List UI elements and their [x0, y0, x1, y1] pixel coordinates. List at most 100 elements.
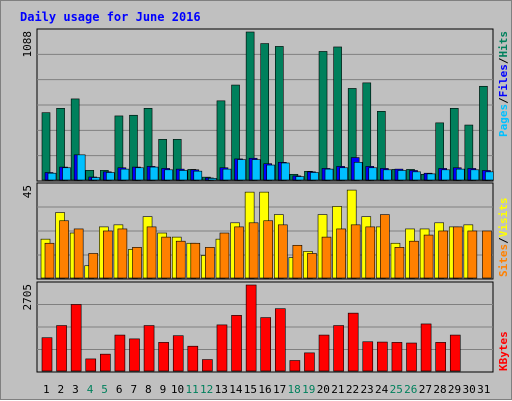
- day-label-25: 25: [390, 383, 403, 396]
- bar-pages-day-8: [149, 166, 159, 181]
- day-label-6: 6: [116, 383, 123, 396]
- day-label-17: 17: [273, 383, 286, 396]
- bar-sites-day-28: [438, 230, 448, 279]
- day-label-31: 31: [477, 383, 490, 396]
- day-label-19: 19: [302, 383, 315, 396]
- bar-kbytes-day-12: [202, 359, 213, 372]
- bar-pages-day-31: [485, 171, 494, 181]
- bar-hits-day-31: [479, 85, 488, 181]
- bar-pages-day-16: [266, 164, 276, 181]
- bar-pages-day-28: [441, 169, 450, 181]
- bar-kbytes-day-3: [70, 304, 82, 372]
- bar-pages-day-11: [193, 170, 203, 181]
- bar-sites-day-29: [452, 226, 463, 279]
- legend-hits-files-pages: Pages/Files/Hits: [497, 31, 510, 137]
- bar-pages-day-29: [455, 168, 465, 181]
- bar-sites-day-4: [88, 253, 99, 279]
- day-label-27: 27: [419, 383, 432, 396]
- bar-kbytes-day-4: [85, 358, 97, 372]
- bar-kbytes-day-15: [245, 284, 257, 372]
- chart-title: Daily usage for June 2016: [20, 10, 201, 24]
- y-max-label: 45: [21, 185, 34, 198]
- day-label-24: 24: [375, 383, 389, 396]
- bar-sites-day-8: [146, 226, 157, 279]
- day-label-10: 10: [171, 383, 184, 396]
- panel-visits-sites: 45: [21, 182, 494, 280]
- day-label-14: 14: [229, 383, 243, 396]
- bar-hits-day-20: [318, 51, 328, 181]
- bar-sites-day-21: [336, 228, 346, 279]
- bar-kbytes-day-25: [391, 342, 403, 372]
- bar-pages-day-12: [208, 178, 217, 181]
- panel-kbytes: 2705: [21, 281, 494, 373]
- bar-sites-day-22: [350, 224, 361, 279]
- bar-hits-day-21: [333, 46, 342, 181]
- bar-sites-day-26: [409, 240, 419, 279]
- day-label-12: 12: [200, 383, 213, 396]
- bar-kbytes-day-9: [158, 342, 169, 372]
- bar-kbytes-day-13: [216, 324, 228, 372]
- bar-kbytes-day-5: [100, 353, 111, 372]
- bar-sites-day-31: [482, 230, 492, 279]
- bar-kbytes-day-26: [406, 342, 417, 372]
- bar-kbytes-day-14: [231, 315, 242, 372]
- day-label-28: 28: [433, 383, 446, 396]
- legend-kbytes: KBytes: [497, 331, 510, 371]
- bar-pages-day-30: [470, 169, 480, 181]
- day-label-4: 4: [87, 383, 94, 396]
- bar-sites-day-20: [321, 236, 332, 279]
- day-label-11: 11: [185, 383, 198, 396]
- bar-pages-day-4: [91, 177, 101, 181]
- y-max-label: 2705: [21, 284, 34, 311]
- bar-sites-day-25: [394, 247, 405, 279]
- day-label-15: 15: [244, 383, 257, 396]
- day-label-20: 20: [317, 383, 330, 396]
- bar-pages-day-26: [412, 171, 421, 181]
- bar-kbytes-day-16: [260, 317, 272, 372]
- bar-sites-day-24: [380, 214, 390, 279]
- day-label-23: 23: [360, 383, 373, 396]
- bar-kbytes-day-2: [56, 325, 67, 372]
- bar-pages-day-14: [237, 159, 246, 181]
- bar-kbytes-day-17: [274, 308, 286, 372]
- day-label-21: 21: [331, 383, 344, 396]
- bar-pages-day-23: [368, 167, 378, 181]
- bar-sites-day-23: [365, 226, 376, 279]
- day-label-26: 26: [404, 383, 417, 396]
- bar-kbytes-day-24: [377, 341, 388, 372]
- bar-kbytes-day-7: [129, 338, 140, 372]
- bar-pages-day-20: [324, 168, 334, 181]
- bar-kbytes-day-18: [289, 360, 301, 372]
- bar-hits-day-23: [362, 82, 372, 181]
- bar-kbytes-day-28: [435, 342, 446, 372]
- day-label-13: 13: [215, 383, 228, 396]
- bar-sites-day-7: [132, 247, 142, 279]
- bar-sites-day-13: [219, 232, 230, 279]
- day-label-5: 5: [101, 383, 108, 396]
- bar-pages-day-17: [280, 162, 290, 181]
- bar-sites-day-15: [248, 222, 259, 279]
- bar-sites-day-16: [263, 220, 274, 279]
- bar-sites-day-12: [205, 247, 215, 279]
- bar-sites-day-5: [103, 230, 113, 279]
- bar-hits-day-17: [274, 46, 284, 181]
- bar-kbytes-day-10: [172, 335, 184, 372]
- bar-sites-day-17: [277, 224, 288, 279]
- bar-pages-day-27: [426, 173, 436, 181]
- bar-pages-day-13: [222, 168, 232, 181]
- bar-pages-day-10: [178, 170, 188, 181]
- bar-sites-day-1: [44, 242, 55, 279]
- bar-kbytes-day-29: [449, 334, 461, 372]
- bar-hits-day-1: [41, 112, 51, 181]
- day-label-2: 2: [58, 383, 65, 396]
- bar-sites-day-11: [190, 242, 201, 279]
- bar-kbytes-day-8: [143, 325, 155, 372]
- bar-pages-day-3: [76, 154, 86, 181]
- day-label-29: 29: [448, 383, 461, 396]
- day-label-18: 18: [288, 383, 301, 396]
- bar-kbytes-day-6: [114, 334, 126, 372]
- bar-sites-day-19: [307, 253, 317, 279]
- bar-pages-day-21: [339, 167, 348, 181]
